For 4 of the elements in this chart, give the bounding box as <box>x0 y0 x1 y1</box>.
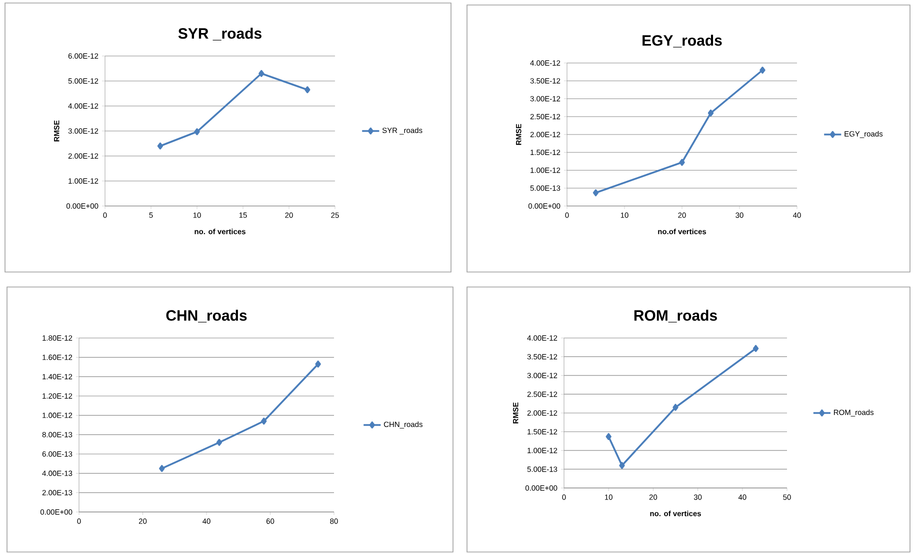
chart-title: ROM_roads <box>634 310 717 322</box>
chart-title: CHN_roads <box>166 310 247 322</box>
chart-title: SYR _roads <box>178 28 262 40</box>
chart-title: EGY_roads <box>642 34 722 48</box>
